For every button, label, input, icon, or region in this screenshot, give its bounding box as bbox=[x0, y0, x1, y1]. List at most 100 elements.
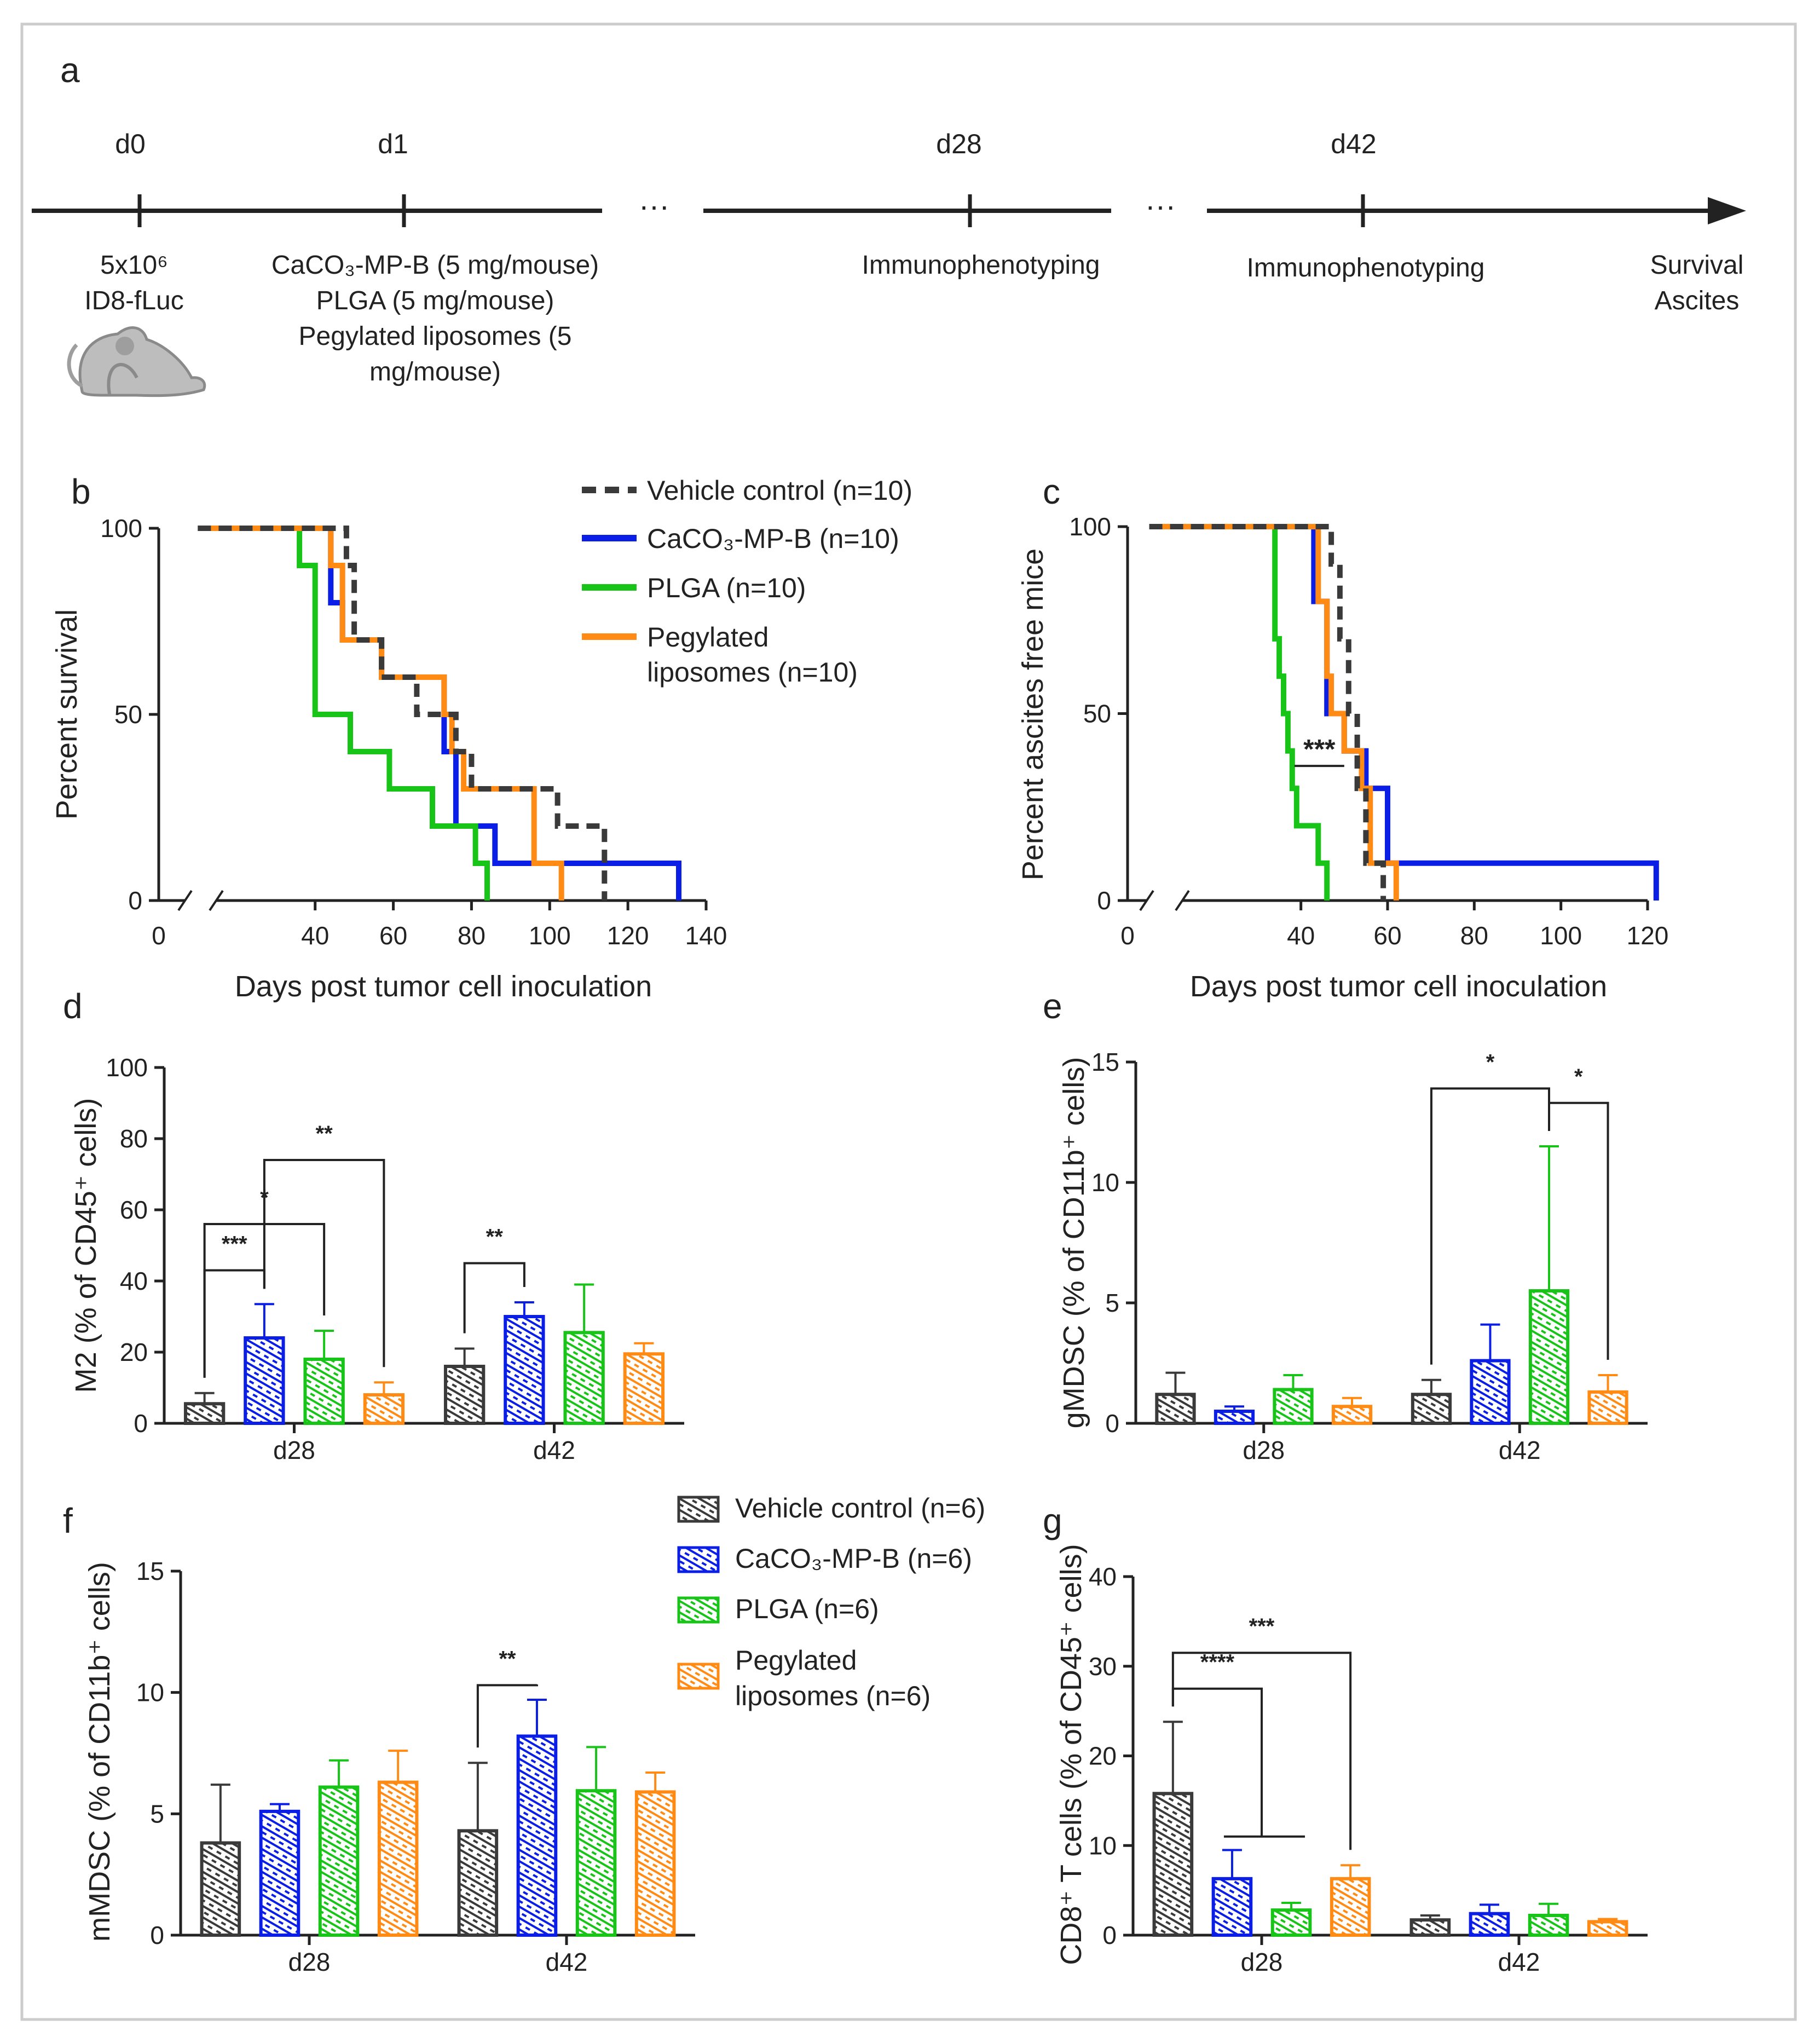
y-tick-label: 40 bbox=[1089, 1562, 1117, 1591]
panel-letter-b: b bbox=[71, 472, 91, 511]
y-tick-label: 10 bbox=[1089, 1831, 1117, 1860]
chart-e: e gMDSC (% of CD11b⁺ cells) 0 5 10 15 d28 d42 * * bbox=[1043, 986, 1648, 1464]
axis-break-mark bbox=[177, 890, 193, 911]
legend-swatch-peg bbox=[677, 1663, 720, 1690]
legend-label: liposomes (n=6) bbox=[735, 1681, 931, 1711]
y-tick-label: 20 bbox=[1089, 1742, 1117, 1770]
y-axis-title: mMDSC (% of CD11b⁺ cells) bbox=[83, 1562, 116, 1942]
significance-label: *** bbox=[222, 1232, 247, 1256]
event-desc-line: mg/mouse) bbox=[369, 357, 501, 386]
bar-plga-d28 bbox=[1273, 1388, 1314, 1425]
panel-letter-e: e bbox=[1043, 986, 1062, 1026]
x-tick-label: d42 bbox=[1499, 1436, 1541, 1464]
y-tick-label: 60 bbox=[120, 1196, 148, 1224]
legend-swatch-plga bbox=[677, 1596, 720, 1624]
axis-break-mark bbox=[1175, 890, 1190, 911]
x-tick-label: 140 bbox=[685, 921, 727, 950]
bar-peg-d42 bbox=[1587, 1390, 1628, 1426]
bar-vehicle-d42 bbox=[443, 1365, 486, 1425]
x-tick-label: 120 bbox=[1627, 921, 1669, 950]
y-tick-label: 100 bbox=[106, 1053, 148, 1082]
x-tick-label: d42 bbox=[1498, 1948, 1540, 1976]
y-tick-label: 15 bbox=[136, 1557, 164, 1585]
series-line-caco3 bbox=[1149, 524, 1659, 901]
event-day-label: d42 bbox=[1331, 129, 1376, 159]
y-axis-title: gMDSC (% of CD11b⁺ cells) bbox=[1058, 1057, 1090, 1429]
x-tick-label: 80 bbox=[1460, 921, 1488, 950]
panel-letter-d: d bbox=[63, 986, 83, 1026]
x-tick-label: 100 bbox=[1540, 921, 1582, 950]
y-tick-label: 5 bbox=[150, 1799, 164, 1828]
bar-plga-d42 bbox=[1528, 1289, 1570, 1425]
timeline-event-d28: d28 Immunophenotyping bbox=[862, 129, 1100, 280]
timeline-end-label: Ascites bbox=[1655, 286, 1740, 315]
legend-label: Pegylated bbox=[735, 1645, 857, 1676]
event-day-label: d28 bbox=[936, 129, 981, 159]
x-tick-label: 60 bbox=[379, 921, 407, 950]
bar-plga-d28 bbox=[303, 1358, 345, 1425]
y-tick-label: 30 bbox=[1089, 1652, 1117, 1681]
bar-caco3-d42 bbox=[1469, 1912, 1510, 1937]
axis-break-mark bbox=[1139, 890, 1154, 911]
significance-bracket bbox=[463, 1262, 525, 1334]
bar-caco3-d28 bbox=[1211, 1877, 1253, 1937]
bar-peg-d28 bbox=[1331, 1405, 1373, 1425]
x-axis-title: Days post tumor cell inoculation bbox=[1190, 970, 1607, 1003]
x-tick-label: 0 bbox=[152, 921, 166, 950]
chart-d: d M2 (% of CD45⁺ cells) 0 20 40 60 80 100 d28 d42… bbox=[63, 986, 684, 1464]
panel-letter-a: a bbox=[60, 50, 80, 90]
panel-a-timeline: a ··· ··· d0 5x10⁶ ID8-fLuc d1 CaCO₃-MP-… bbox=[32, 50, 1746, 397]
y-tick-label: 0 bbox=[1097, 886, 1111, 915]
significance-bracket bbox=[1171, 1652, 1352, 1850]
y-tick-label: 40 bbox=[120, 1267, 148, 1295]
timeline-event-d0: d0 5x10⁶ ID8-fLuc bbox=[84, 129, 183, 315]
legend-swatch-vehicle bbox=[677, 1496, 720, 1523]
significance-label: ** bbox=[316, 1122, 333, 1146]
y-tick-label: 0 bbox=[150, 1921, 164, 1949]
y-tick-label: 5 bbox=[1105, 1289, 1119, 1317]
timeline-ellipsis-1: ··· bbox=[639, 188, 669, 223]
series-line-plga bbox=[198, 526, 490, 901]
bar-peg-d28 bbox=[1330, 1877, 1371, 1937]
y-tick-label: 80 bbox=[120, 1124, 148, 1153]
legend-label: CaCO₃-MP-B (n=6) bbox=[735, 1543, 972, 1574]
timeline-event-d1: d1 CaCO₃-MP-B (5 mg/mouse) PLGA (5 mg/mo… bbox=[271, 129, 599, 386]
chart-g: g CD8⁺ T cells (% of CD45⁺ cells) 0 10 20 30 4… bbox=[1043, 1501, 1648, 1976]
legend-label: liposomes (n=10) bbox=[647, 657, 858, 688]
bar-caco3-d42 bbox=[504, 1315, 545, 1425]
y-tick-label: 0 bbox=[134, 1409, 148, 1438]
bar-plga-d28 bbox=[318, 1785, 360, 1937]
bar-vehicle-d28 bbox=[1155, 1393, 1196, 1425]
series-line-vehicle bbox=[198, 526, 608, 901]
timeline-ellipsis-2: ··· bbox=[1145, 188, 1176, 223]
significance-bracket bbox=[1548, 1101, 1609, 1360]
bar-caco3-d28 bbox=[259, 1809, 301, 1937]
bar-peg-d28 bbox=[363, 1393, 405, 1425]
bar-peg-d42 bbox=[1587, 1920, 1628, 1937]
bar-peg-d42 bbox=[634, 1790, 676, 1937]
event-desc-line: 5x10⁶ bbox=[100, 251, 168, 280]
y-tick-label: 20 bbox=[120, 1338, 148, 1366]
significance-bracket bbox=[1171, 1687, 1263, 1837]
panel-letter-c: c bbox=[1043, 472, 1060, 511]
timeline-arrowhead bbox=[1708, 197, 1746, 224]
y-tick-label: 10 bbox=[136, 1678, 164, 1707]
y-axis-title: M2 (% of CD45⁺ cells) bbox=[70, 1098, 102, 1393]
significance-label: ** bbox=[486, 1225, 504, 1249]
bar-caco3-d42 bbox=[516, 1734, 558, 1937]
significance-bracket bbox=[476, 1684, 538, 1748]
chart-b: b Percent survival 0 50 100 0 40 60 80 100 120 140 D… bbox=[50, 472, 727, 1003]
y-tick-label: 50 bbox=[1083, 700, 1111, 728]
chart-c: c Percent ascites free mice 0 50 100 0 40 60 80 1… bbox=[1016, 472, 1668, 1003]
legend-label: PLGA (n=6) bbox=[735, 1594, 879, 1624]
timeline-event-d42: d42 Immunophenotyping bbox=[1247, 129, 1485, 282]
mouse-icon bbox=[67, 326, 206, 397]
x-tick-label: 80 bbox=[458, 921, 486, 950]
event-desc-line: CaCO₃-MP-B (5 mg/mouse) bbox=[271, 251, 599, 280]
y-tick-label: 100 bbox=[100, 514, 142, 543]
x-tick-label: 120 bbox=[607, 921, 649, 950]
bar-vehicle-d28 bbox=[200, 1841, 241, 1937]
significance-label: *** bbox=[1303, 734, 1336, 764]
timeline-end-label: Survival bbox=[1650, 251, 1744, 280]
